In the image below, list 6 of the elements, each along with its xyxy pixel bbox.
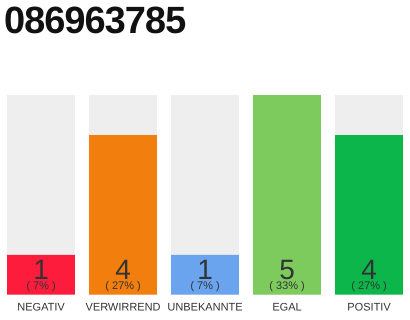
x-tick-label: EGAL xyxy=(272,301,302,314)
x-tick-label: NEGATIV xyxy=(17,301,66,314)
x-tick-label: POSITIV xyxy=(347,301,392,314)
chart-title: 086963785 xyxy=(4,0,186,43)
x-tick-label: VERWIRREND xyxy=(86,301,161,314)
x-tick-label: UNBEKANNTE xyxy=(167,301,243,314)
